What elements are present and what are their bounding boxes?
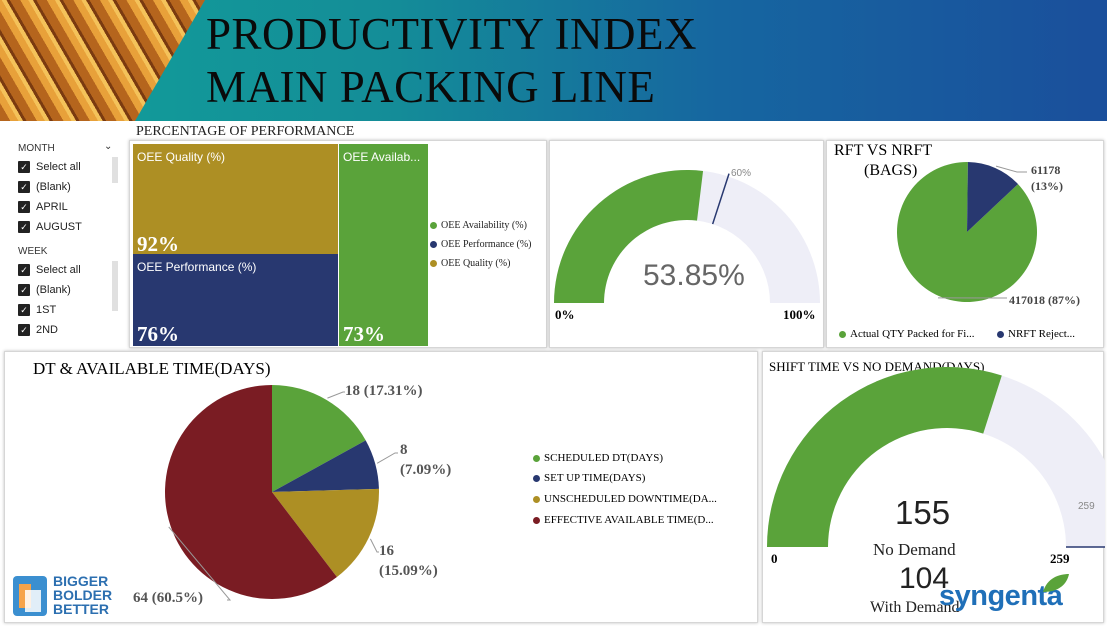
- performance-title: PERCENTAGE OF PERFORMANCE: [136, 124, 355, 139]
- gauge-fill: [767, 367, 1002, 547]
- leader-line: [376, 452, 398, 464]
- week-option[interactable]: ✓ 2ND: [18, 322, 58, 338]
- shift-second-caption: With Demand: [870, 599, 960, 616]
- chevron-down-icon[interactable]: ⌄: [104, 141, 113, 152]
- pie-slice-actual-qty[interactable]: [897, 161, 1037, 302]
- dt-panel: DT & AVAILABLE TIME(DAYS) 18 (17.31%) 8 …: [4, 351, 758, 623]
- rft-panel: RFT VS NRFT (BAGS) 61178 (13%) 417018 (8…: [826, 140, 1104, 348]
- month-scrollbar[interactable]: [112, 157, 118, 183]
- bbb-logo: BIGGER BOLDER BETTER: [11, 574, 136, 618]
- oee-gauge: [554, 169, 820, 303]
- legend-item[interactable]: OEE Availability (%): [430, 220, 527, 231]
- checkbox-icon[interactable]: ✓: [18, 181, 30, 193]
- leaf-icon: [1043, 574, 1069, 592]
- pie-slice-setup-time[interactable]: [272, 440, 379, 492]
- legend-item[interactable]: Actual QTY Packed for Fi...: [839, 328, 975, 340]
- dt-label-effective: 64 (60.5%): [133, 590, 203, 606]
- month-option[interactable]: ✓ (Blank): [18, 179, 71, 195]
- checkbox-icon[interactable]: ✓: [18, 264, 30, 276]
- tile-value: 73%: [343, 322, 385, 346]
- dt-title: DT & AVAILABLE TIME(DAYS): [33, 359, 271, 378]
- tile-oee-availability[interactable]: OEE Availab... 73%: [339, 144, 428, 346]
- gauge-max: 259: [1050, 551, 1070, 566]
- gauge-fill: [554, 169, 704, 303]
- pie-slice-nrft-reject[interactable]: [967, 162, 1019, 232]
- gauge-target-label: 259: [1078, 501, 1095, 512]
- gauge-min: 0: [771, 551, 778, 566]
- pie-slice-scheduled-dt[interactable]: [272, 385, 366, 492]
- rft-subtitle: (BAGS): [864, 162, 918, 179]
- checkbox-icon[interactable]: ✓: [18, 304, 30, 316]
- shift-value-caption: No Demand: [873, 540, 956, 559]
- checkbox-icon[interactable]: ✓: [18, 221, 30, 233]
- rft-pie: [897, 161, 1037, 302]
- legend-item[interactable]: OEE Performance (%): [430, 239, 532, 250]
- week-option[interactable]: ✓ (Blank): [18, 282, 71, 298]
- rft-label-nrft-pct: (13%): [1031, 179, 1063, 193]
- gauge-target-line: [711, 173, 730, 225]
- pie-slice-unscheduled-downtime[interactable]: [272, 488, 379, 578]
- leader-line: [168, 526, 232, 601]
- pie-slice-effective-available-time[interactable]: [164, 385, 337, 599]
- bbb-logo-mark: [13, 576, 47, 616]
- week-scrollbar[interactable]: [112, 261, 118, 311]
- checkbox-icon[interactable]: ✓: [18, 201, 30, 213]
- tile-oee-performance[interactable]: OEE Performance (%) 76%: [133, 254, 338, 346]
- leader-line: [369, 538, 379, 553]
- tile-label: OEE Quality (%): [137, 150, 226, 164]
- legend-item[interactable]: SCHEDULED DT(DAYS): [533, 452, 663, 464]
- month-option[interactable]: ✓ APRIL: [18, 199, 68, 215]
- gauge-target-label: 60%: [731, 168, 752, 179]
- tile-label: OEE Availab...: [343, 150, 421, 164]
- legend-item[interactable]: SET UP TIME(DAYS): [533, 472, 645, 484]
- month-option[interactable]: ✓ Select all: [18, 159, 81, 175]
- legend-item[interactable]: NRFT Reject...: [997, 328, 1075, 340]
- shift-gauge: [767, 367, 1105, 548]
- shift-second-value: 104: [899, 562, 950, 595]
- title-line-1: PRODUCTIVITY INDEX: [206, 9, 698, 59]
- checkbox-icon[interactable]: ✓: [18, 284, 30, 296]
- dt-label-setup: 8: [400, 442, 408, 458]
- dt-label-unscheduled: 16: [379, 543, 394, 559]
- oee-gauge-panel: 53.85% 0% 100% 60%: [549, 140, 824, 348]
- tile-label: OEE Performance (%): [137, 260, 257, 274]
- shift-panel: SHIFT TIME VS NO DEMAND(DAYS) 155 No Dem…: [762, 351, 1105, 623]
- month-option[interactable]: ✓ AUGUST: [18, 219, 82, 235]
- leader-line: [327, 391, 345, 399]
- legend-item[interactable]: UNSCHEDULED DOWNTIME(DA...: [533, 493, 717, 505]
- checkbox-icon[interactable]: ✓: [18, 161, 30, 173]
- performance-panel: OEE Quality (%) 92% OEE Performance (%) …: [129, 140, 547, 348]
- dt-pie: [164, 385, 398, 601]
- shift-value: 155: [895, 494, 951, 531]
- legend-item[interactable]: EFFECTIVE AVAILABLE TIME(D...: [533, 514, 714, 526]
- gauge-min: 0%: [555, 307, 575, 322]
- rft-label-nrft: 61178: [1031, 163, 1061, 177]
- week-slicer-label: WEEK: [18, 246, 48, 257]
- gauge-value: 53.85%: [643, 259, 745, 292]
- leader-line: [995, 165, 1027, 173]
- rft-label-actual: 417018 (87%): [1009, 293, 1080, 307]
- syngenta-logo: syngenta: [939, 580, 1063, 612]
- slicer-panel: MONTH ⌄ ✓ Select all ✓ (Blank) ✓ APRIL ✓ AUG…: [0, 121, 129, 349]
- dt-label-unscheduled-pct: (15.09%): [379, 563, 438, 579]
- tile-value: 92%: [137, 232, 179, 256]
- dt-label-scheduled: 18 (17.31%): [345, 383, 423, 399]
- month-slicer-label: MONTH: [18, 143, 55, 154]
- title-line-2: MAIN PACKING LINE: [206, 62, 656, 112]
- gauge-max: 100%: [783, 307, 816, 322]
- header-banner: PRODUCTIVITY INDEX MAIN PACKING LINE: [0, 0, 1107, 121]
- checkbox-icon[interactable]: ✓: [18, 324, 30, 336]
- page-title: PRODUCTIVITY INDEX MAIN PACKING LINE: [206, 8, 697, 114]
- dt-label-setup-pct: (7.09%): [400, 462, 452, 478]
- tile-oee-quality[interactable]: OEE Quality (%) 92%: [133, 144, 338, 256]
- week-option[interactable]: ✓ 1ST: [18, 302, 56, 318]
- tile-value: 76%: [137, 322, 179, 346]
- legend-item[interactable]: OEE Quality (%): [430, 258, 510, 269]
- rft-title: RFT VS NRFT: [834, 142, 933, 159]
- week-option[interactable]: ✓ Select all: [18, 262, 81, 278]
